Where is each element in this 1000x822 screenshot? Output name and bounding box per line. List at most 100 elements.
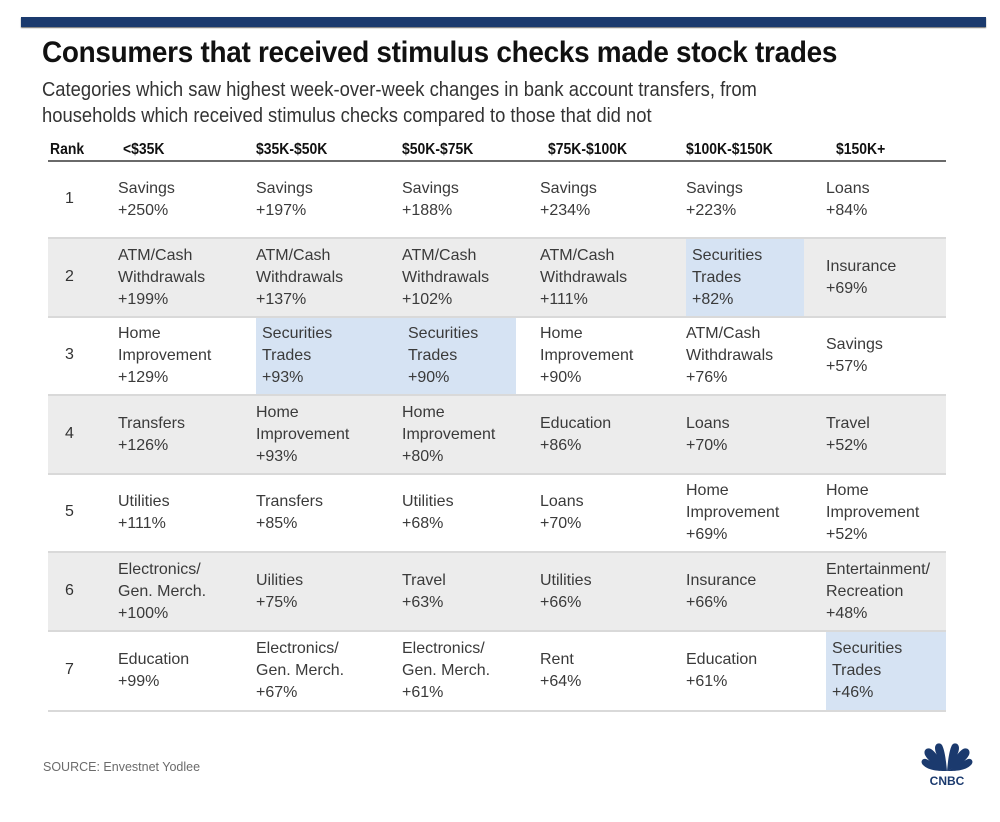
table-cell: Transfers +85% (256, 475, 402, 551)
table-cell: Utilities +68% (402, 475, 540, 551)
change-value: +76% (686, 369, 728, 386)
category-label: Home Improvement (686, 482, 780, 521)
change-value: +86% (540, 436, 582, 454)
category-label: Insurance (826, 257, 897, 275)
category-label: Rent (540, 651, 574, 668)
change-value: +67% (256, 684, 298, 701)
highlighted-cell: Securities Trades +46% (826, 632, 946, 710)
table-cell: ATM/Cash Withdrawals +199% (118, 239, 256, 316)
category-label: Utilities (402, 493, 454, 510)
change-value: +68% (402, 515, 444, 532)
change-value: +234% (540, 201, 591, 219)
column-header-50k-75k: $50K-$75K (402, 141, 474, 158)
table-cell: Travel +52% (826, 396, 946, 473)
change-value: +111% (540, 290, 588, 308)
table-cell: ATM/Cash Withdrawals +111% (540, 239, 686, 316)
change-value: +188% (402, 201, 453, 219)
table-cell: Uilities +75% (256, 553, 402, 630)
category-label: Home Improvement (402, 403, 496, 443)
table-cell: ATM/Cash Withdrawals +137% (256, 239, 402, 316)
table-cell: Entertainment/ Recreation +48% (826, 553, 946, 630)
change-value: +75% (256, 593, 298, 611)
table-cell: Home Improvement +52% (826, 475, 946, 551)
table-cell: Travel +63% (402, 553, 540, 630)
change-value: +57% (826, 358, 868, 375)
category-label: Savings (402, 179, 459, 197)
category-label: Savings (686, 179, 743, 197)
category-label: Electronics/ Gen. Merch. (256, 640, 345, 679)
table-cell: Insurance +69% (826, 239, 946, 316)
category-label: ATM/Cash Withdrawals (540, 246, 628, 286)
category-label: Entertainment/ Recreation (826, 560, 931, 600)
table-cell: Loans +84% (826, 162, 946, 237)
table-row: 6 Electronics/ Gen. Merch. +100% Uilities +7… (48, 553, 946, 632)
change-value: +84% (826, 201, 868, 219)
change-value: +197% (256, 201, 307, 219)
rank-label: 3 (65, 346, 74, 363)
table-cell: ATM/Cash Withdrawals +102% (402, 239, 540, 316)
table-cell: Insurance +66% (686, 553, 804, 630)
change-value: +223% (686, 201, 737, 219)
table-cell: Electronics/ Gen. Merch. +100% (118, 553, 256, 630)
category-label: Education (540, 414, 612, 432)
rank-label: 4 (65, 424, 74, 442)
table-cell: Savings +188% (402, 162, 540, 237)
category-label: Securities Trades (262, 325, 333, 364)
change-value: +137% (256, 290, 307, 308)
change-value: +61% (686, 673, 728, 690)
chart-title: Consumers that received stimulus checks … (42, 36, 838, 69)
table-cell: Electronics/ Gen. Merch. +67% (256, 632, 402, 710)
logo-text: CNBC (930, 774, 965, 787)
table-cell: Savings +223% (686, 162, 804, 237)
table-cell: Savings +234% (540, 162, 686, 237)
change-value: +250% (118, 201, 169, 219)
change-value: +48% (826, 604, 868, 622)
rank-label: 7 (65, 661, 74, 678)
change-value: +80% (402, 447, 444, 465)
highlighted-cell: Securities Trades +82% (686, 239, 804, 316)
chart-subtitle: Categories which saw highest week-over-w… (42, 79, 757, 127)
change-value: +61% (402, 684, 444, 701)
change-value: +69% (686, 526, 728, 543)
category-label: Home Improvement (540, 325, 634, 364)
peacock-icon (921, 743, 973, 771)
category-label: Education (686, 651, 758, 668)
change-value: +111% (118, 515, 166, 532)
table-row: 1 Savings +250% Savings +197% Savings +188% Sav… (48, 162, 946, 239)
column-header-150k-plus: $150K+ (836, 141, 886, 158)
cnbc-logo: CNBC (921, 743, 973, 787)
category-label: Savings (540, 179, 597, 197)
category-label: Savings (826, 336, 883, 353)
table-cell: Electronics/ Gen. Merch. +61% (402, 632, 540, 710)
category-label: ATM/Cash Withdrawals (402, 246, 490, 286)
table-row: 3 Home Improvement +129% Securities Trades +… (48, 318, 946, 396)
change-value: +129% (118, 369, 169, 386)
table-cell: Rent +64% (540, 632, 686, 710)
category-label: Travel (402, 571, 446, 589)
category-label: Transfers (118, 414, 185, 432)
column-header-75k-100k: $75K-$100K (548, 141, 628, 158)
category-label: Electronics/ Gen. Merch. (118, 560, 207, 600)
category-label: Education (118, 651, 190, 668)
table-cell: Loans +70% (686, 396, 804, 473)
column-header-rank: Rank (50, 141, 85, 158)
category-label: Transfers (256, 493, 323, 510)
table-cell: Education +99% (118, 632, 256, 710)
category-label: Savings (118, 179, 175, 197)
table-cell: Home Improvement +90% (540, 318, 686, 394)
category-label: Utilities (118, 493, 170, 510)
change-value: +126% (118, 436, 169, 454)
column-header-under-35k: <$35K (123, 141, 165, 158)
highlighted-cell: Securities Trades +93% (256, 318, 402, 394)
change-value: +82% (692, 290, 734, 308)
category-label: Loans (826, 179, 870, 197)
table-cell: Home Improvement +80% (402, 396, 540, 473)
table-cell: Home Improvement +129% (118, 318, 256, 394)
table-cell: Education +86% (540, 396, 686, 473)
change-value: +199% (118, 290, 169, 308)
change-value: +93% (262, 369, 304, 386)
table-cell: Education +61% (686, 632, 804, 710)
table-cell: Home Improvement +93% (256, 396, 402, 473)
change-value: +99% (118, 673, 160, 690)
category-label: Uilities (256, 571, 304, 589)
